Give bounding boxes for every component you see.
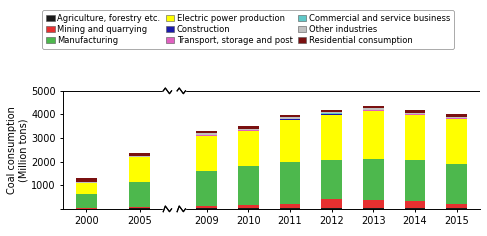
Bar — [446, 117, 467, 118]
Bar — [196, 170, 217, 206]
Bar — [76, 194, 97, 208]
Bar — [196, 135, 217, 136]
Bar — [280, 120, 300, 162]
Bar — [129, 208, 150, 209]
Bar — [321, 208, 342, 209]
Bar — [363, 200, 384, 208]
Bar — [321, 113, 342, 114]
Y-axis label: Coal consumption
(Million tons): Coal consumption (Million tons) — [7, 106, 28, 194]
Bar — [238, 205, 259, 208]
Bar — [363, 111, 384, 159]
Bar — [129, 157, 150, 182]
Bar — [238, 130, 259, 131]
Bar — [363, 208, 384, 209]
Bar — [446, 119, 467, 164]
Bar — [196, 136, 217, 170]
Bar — [280, 208, 300, 209]
Bar — [196, 206, 217, 208]
Bar — [76, 183, 97, 194]
Bar — [321, 199, 342, 208]
Bar — [129, 156, 150, 157]
Bar — [280, 162, 300, 204]
Bar — [129, 182, 150, 207]
Bar — [363, 159, 384, 200]
Bar — [238, 129, 259, 130]
Bar — [129, 207, 150, 208]
Bar — [405, 201, 425, 208]
Bar — [405, 115, 425, 160]
Bar — [280, 119, 300, 120]
Bar — [196, 134, 217, 135]
Bar — [363, 110, 384, 111]
Bar — [238, 208, 259, 209]
Bar — [405, 160, 425, 201]
Bar — [163, 86, 186, 93]
Bar — [446, 204, 467, 208]
Bar — [446, 208, 467, 209]
Bar — [405, 110, 425, 113]
Bar — [280, 117, 300, 118]
Bar — [321, 115, 342, 160]
Bar — [321, 112, 342, 113]
Bar — [76, 208, 97, 209]
Bar — [363, 109, 384, 110]
Bar — [163, 206, 186, 214]
Bar — [405, 208, 425, 209]
Bar — [446, 114, 467, 117]
Bar — [363, 106, 384, 109]
Bar — [280, 118, 300, 119]
Legend: Agriculture, forestry etc., Mining and quarrying, Manufacturing, Electric power : Agriculture, forestry etc., Mining and q… — [42, 10, 454, 49]
Bar — [196, 208, 217, 209]
Bar — [238, 131, 259, 167]
Bar — [76, 182, 97, 183]
Bar — [321, 114, 342, 115]
Bar — [129, 152, 150, 156]
Bar — [280, 115, 300, 117]
Bar — [321, 110, 342, 112]
Bar — [405, 113, 425, 114]
Bar — [446, 164, 467, 204]
Bar — [321, 160, 342, 199]
Bar — [238, 126, 259, 129]
Bar — [238, 167, 259, 205]
Bar — [405, 114, 425, 115]
Bar — [446, 118, 467, 119]
Bar — [76, 178, 97, 182]
Bar — [280, 204, 300, 208]
Bar — [196, 131, 217, 134]
